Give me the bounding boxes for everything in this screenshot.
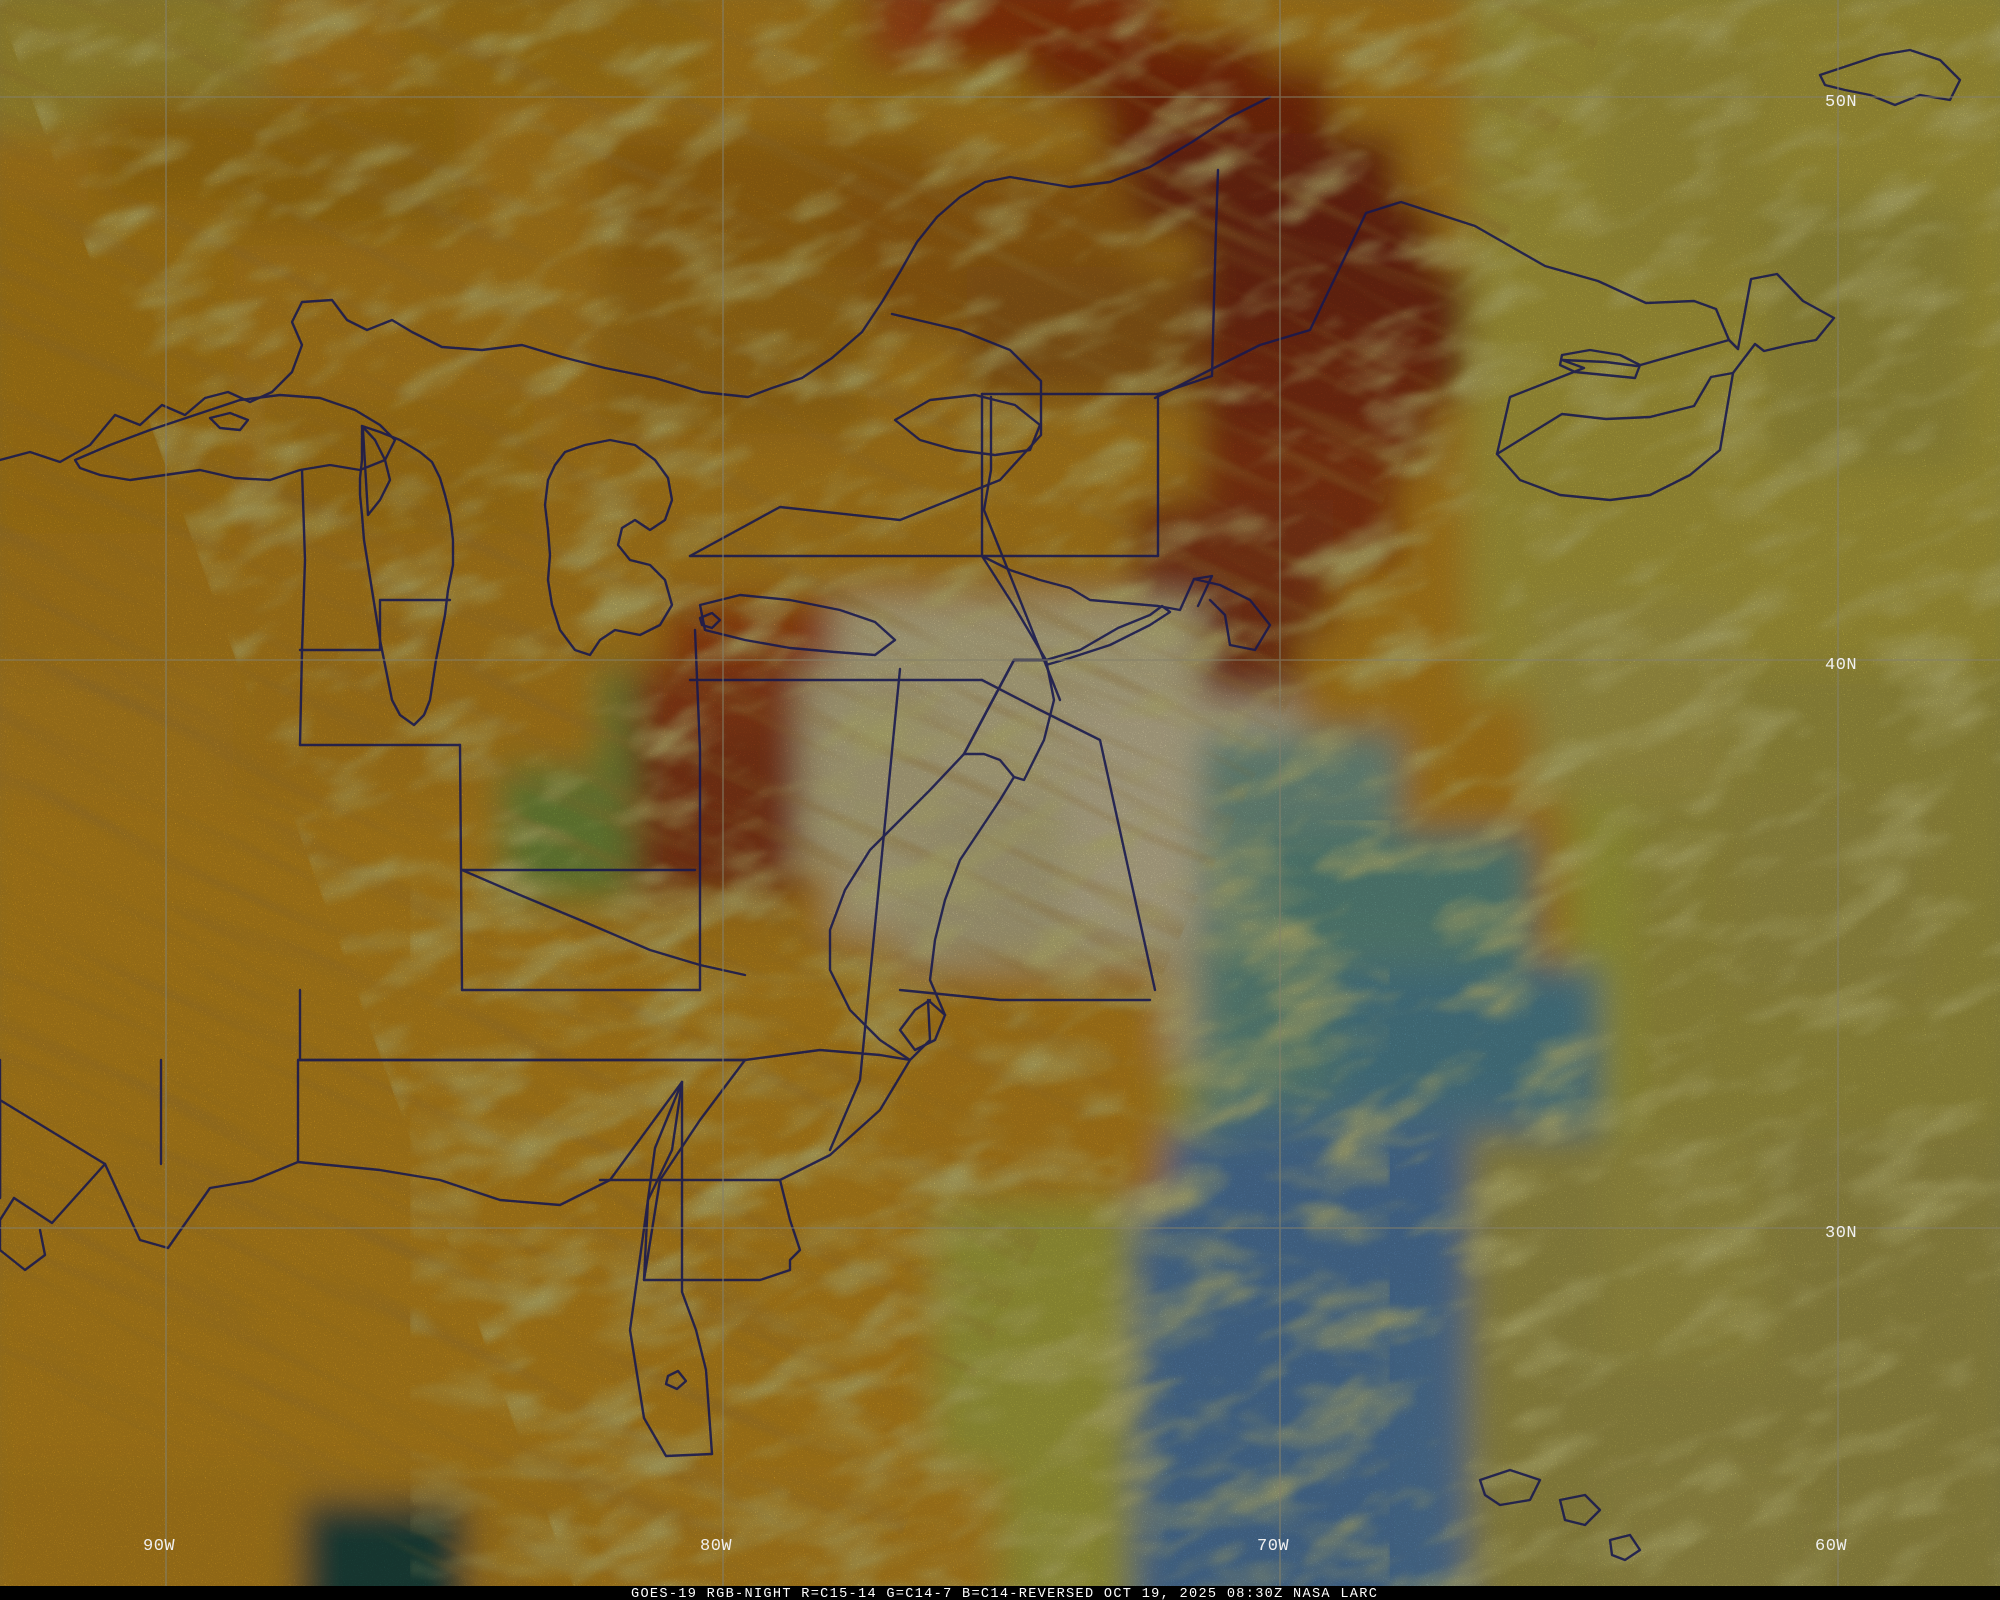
svg-text:70W: 70W [1257,1537,1289,1556]
svg-text:GOES-19 RGB-NIGHT R=C15-14: GOES-19 RGB-NIGHT R=C15-14 G=C14-7 B=C14… [631,1587,1378,1600]
svg-text:80W: 80W [700,1537,732,1556]
svg-text:50N: 50N [1825,93,1857,112]
svg-text:60W: 60W [1815,1537,1847,1556]
svg-text:40N: 40N [1825,656,1857,675]
svg-text:30N: 30N [1825,1224,1857,1243]
svg-text:90W: 90W [143,1537,175,1556]
